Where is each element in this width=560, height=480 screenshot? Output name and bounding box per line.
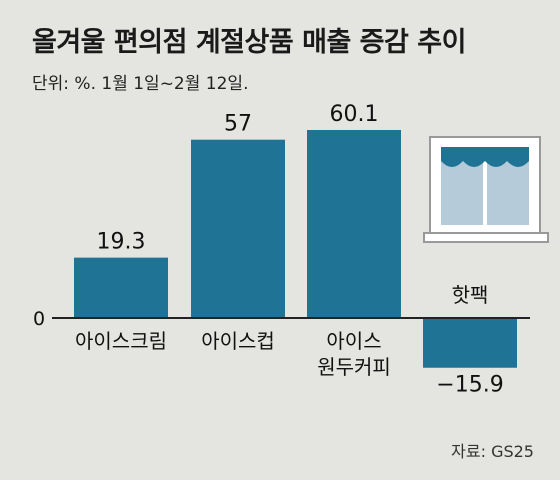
category-label-3: 핫팩 (452, 283, 489, 307)
bars-group (74, 130, 517, 368)
value-label-1: 57 (224, 112, 252, 137)
category-label-2: 아이스 원두커피 (317, 329, 391, 379)
store-window-icon (423, 136, 549, 243)
bar-3 (423, 318, 517, 368)
source-note: 자료: GS25 (451, 442, 534, 461)
chart-subtitle: 단위: %. 1월 1일~2월 12일. (32, 74, 249, 94)
category-label-1: 아이스컵 (201, 329, 275, 353)
bar-1 (191, 139, 285, 318)
value-label-0: 19.3 (97, 230, 146, 255)
value-label-2: 60.1 (330, 102, 379, 127)
zero-tick-label: 0 (33, 308, 45, 330)
chart-title: 올겨울 편의점 계절상품 매출 증감 추이 (32, 27, 466, 58)
value-label-3: −15.9 (436, 373, 503, 398)
bar-0 (74, 257, 168, 318)
bar-2 (307, 130, 401, 318)
labels-group: 19.3 아이스크림 57 아이스컵 60.1 아이스 원두커피 −15.9 핫팩 (75, 102, 504, 398)
category-label-0: 아이스크림 (75, 329, 167, 353)
